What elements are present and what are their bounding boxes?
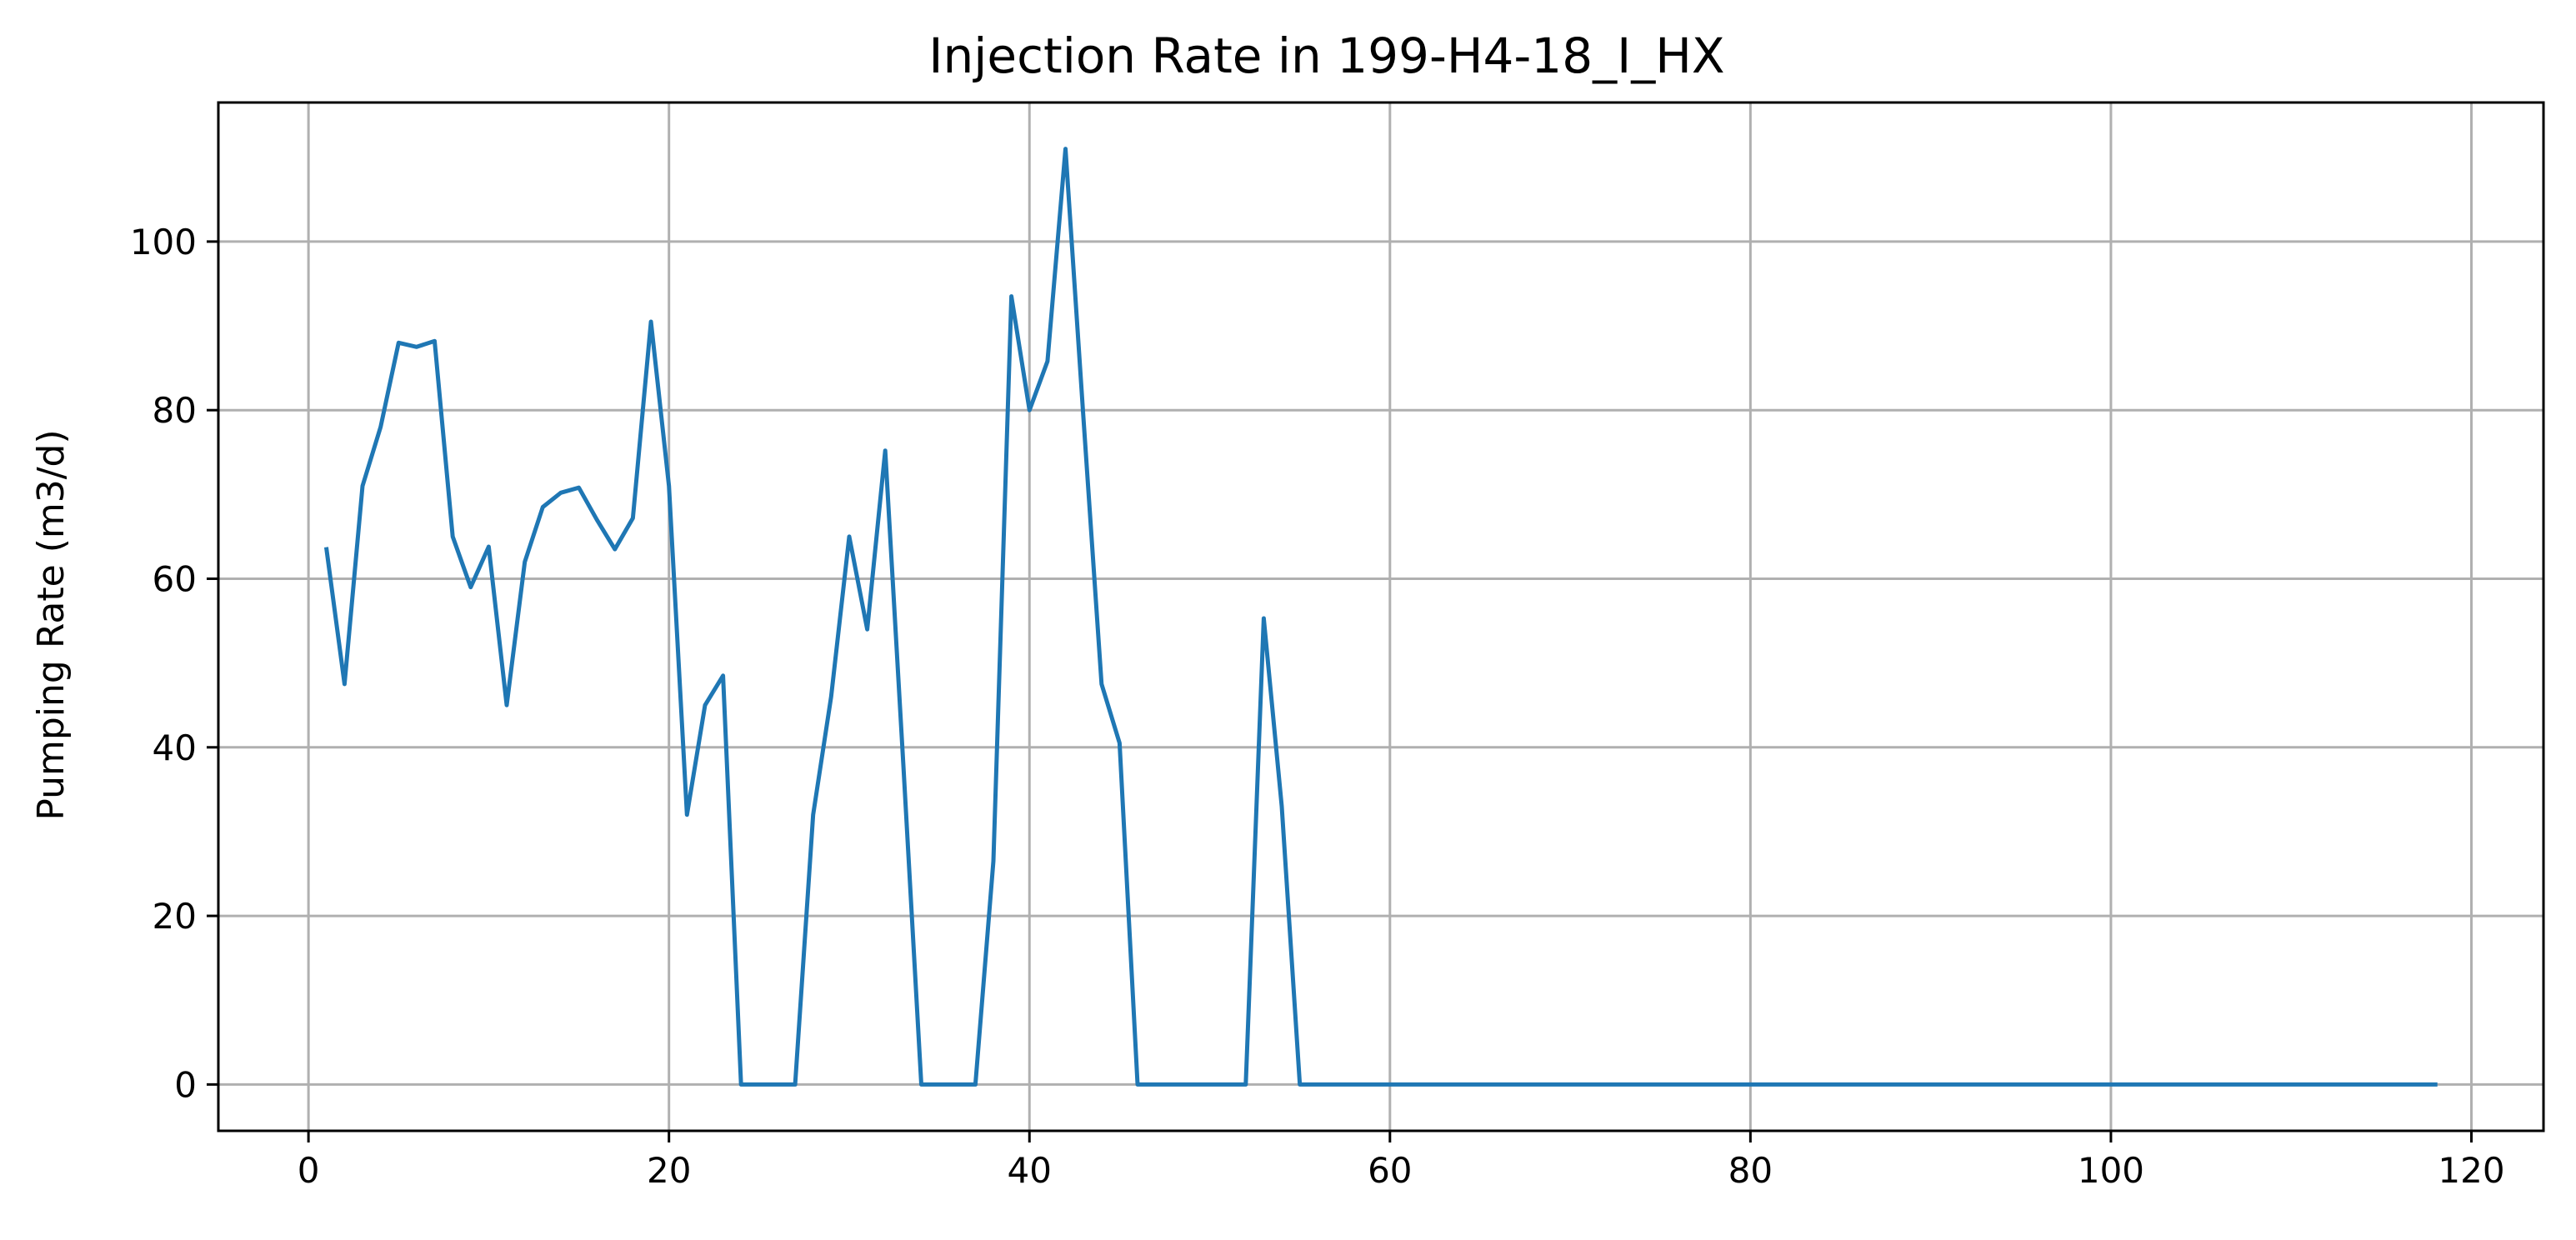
x-tick-label: 120 [2438, 1150, 2504, 1191]
y-tick-label: 80 [153, 390, 197, 431]
x-tick-label: 100 [2078, 1150, 2144, 1191]
y-axis-title: Pumping Rate (m3/d) [30, 429, 73, 820]
y-tick-label: 20 [153, 896, 197, 937]
x-tick-label: 40 [1008, 1150, 1052, 1191]
plot-area-frame [217, 101, 2545, 1132]
series-layer [323, 147, 2438, 1087]
series-line [323, 147, 2438, 1087]
grid-lines [218, 102, 2543, 1131]
y-tick-label: 0 [174, 1064, 197, 1105]
x-tick-label: 80 [1728, 1150, 1773, 1191]
axis-ticks: 0 20 40 60 80 100 120 0 20 40 60 80 100 [130, 222, 2505, 1191]
x-tick-label: 20 [647, 1150, 691, 1191]
chart-title: Injection Rate in 199-H4-18_I_HX [928, 28, 1724, 84]
x-tick-label: 0 [298, 1150, 320, 1191]
y-tick-label: 100 [130, 222, 197, 262]
x-tick-label: 60 [1368, 1150, 1412, 1191]
y-tick-label: 40 [153, 728, 197, 768]
y-tick-label: 60 [153, 558, 197, 599]
